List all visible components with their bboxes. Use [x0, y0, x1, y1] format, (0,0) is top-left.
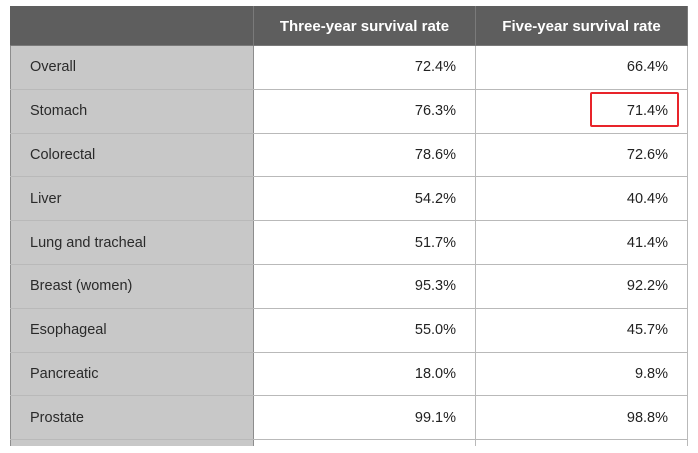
survival-rate-table: Three-year survival rate Five-year survi…: [10, 6, 688, 446]
five-year-value: 40.4%: [626, 190, 668, 207]
three-year-value-cell: 95.3%: [253, 263, 476, 309]
five-year-value: 92.2%: [626, 278, 668, 295]
table-row: Prostate 99.1% 98.8%: [10, 395, 688, 441]
row-label-cell: Lung and tracheal: [10, 220, 254, 265]
row-label-cell: Prostate: [10, 395, 254, 441]
header-row: Three-year survival rate Five-year survi…: [10, 6, 688, 46]
five-year-value-cell: 9.8%: [475, 351, 688, 397]
cut-off-row: [10, 439, 688, 446]
table-row: Breast (women) 95.3% 92.2%: [10, 263, 688, 309]
five-year-value: 66.4%: [626, 59, 668, 76]
table-row: Pancreatic 18.0% 9.8%: [10, 351, 688, 397]
corner-header-cell: [10, 6, 254, 46]
row-label-cell: Overall: [10, 45, 254, 90]
table-body: Overall 72.4% 66.4% Stomach 76.3% 71.4% Colore…: [10, 45, 688, 446]
row-label-cell: Breast (women): [10, 263, 254, 309]
cut-off-cell: [475, 439, 688, 446]
row-label-cell: Liver: [10, 176, 254, 222]
three-year-value-cell: 51.7%: [253, 220, 476, 265]
five-year-value: 9.8%: [634, 365, 668, 382]
row-label-cell: Stomach: [10, 88, 254, 134]
five-year-value: 72.6%: [626, 146, 668, 163]
three-year-value-cell: 76.3%: [253, 88, 476, 134]
three-year-header: Three-year survival rate: [253, 6, 476, 46]
row-label-cell: Colorectal: [10, 132, 254, 178]
five-year-value-cell: 45.7%: [475, 307, 688, 353]
five-year-value: 71.4%: [626, 103, 668, 120]
five-year-value-cell: 41.4%: [475, 220, 688, 265]
three-year-value-cell: 99.1%: [253, 395, 476, 441]
five-year-value-cell: 71.4%: [475, 88, 688, 134]
five-year-value-cell: 72.6%: [475, 132, 688, 178]
table-row: Colorectal 78.6% 72.6%: [10, 132, 688, 178]
table-row: Lung and tracheal 51.7% 41.4%: [10, 220, 688, 265]
row-label-cell: Pancreatic: [10, 351, 254, 397]
five-year-value-cell: 98.8%: [475, 395, 688, 441]
three-year-value-cell: 55.0%: [253, 307, 476, 353]
row-label-cell: Esophageal: [10, 307, 254, 353]
three-year-value-cell: 18.0%: [253, 351, 476, 397]
table-row: Stomach 76.3% 71.4%: [10, 88, 688, 134]
five-year-value-cell: 66.4%: [475, 45, 688, 90]
table-row: Liver 54.2% 40.4%: [10, 176, 688, 222]
three-year-value-cell: 78.6%: [253, 132, 476, 178]
five-year-value-cell: 40.4%: [475, 176, 688, 222]
three-year-value-cell: 54.2%: [253, 176, 476, 222]
three-year-value-cell: 72.4%: [253, 45, 476, 90]
cut-off-cell: [253, 439, 476, 446]
five-year-value: 41.4%: [626, 234, 668, 251]
cut-off-cell: [10, 439, 254, 446]
table-row: Esophageal 55.0% 45.7%: [10, 307, 688, 353]
table-row: Overall 72.4% 66.4%: [10, 45, 688, 90]
five-year-header: Five-year survival rate: [475, 6, 688, 46]
five-year-value: 98.8%: [626, 409, 668, 426]
five-year-value-cell: 92.2%: [475, 263, 688, 309]
five-year-value: 45.7%: [626, 322, 668, 339]
